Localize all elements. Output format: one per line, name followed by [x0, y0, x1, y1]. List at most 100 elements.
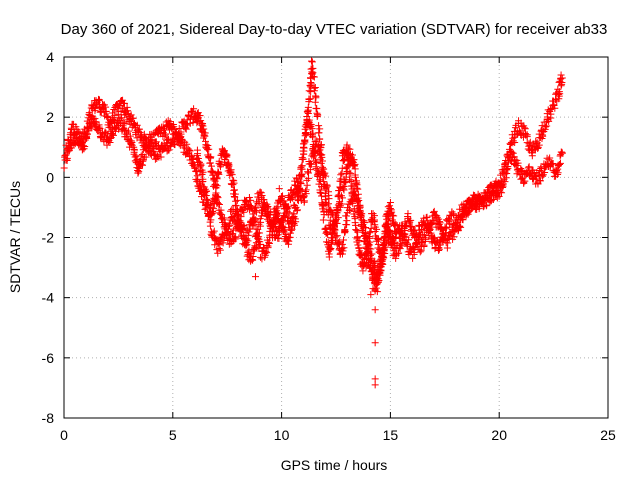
data-point: [217, 206, 225, 214]
data-point: [330, 231, 338, 239]
data-point: [257, 218, 265, 226]
data-point: [309, 140, 317, 148]
data-point: [275, 235, 283, 243]
data-point: [483, 201, 491, 209]
data-point: [355, 244, 363, 252]
data-point-outlier: [251, 273, 259, 281]
data-point: [199, 122, 207, 130]
data-point: [308, 160, 316, 168]
data-point: [249, 253, 257, 261]
data-point: [157, 153, 165, 161]
data-point: [285, 209, 293, 217]
data-point: [78, 136, 86, 144]
data-point: [546, 154, 554, 162]
data-point: [62, 151, 70, 159]
data-point: [558, 80, 566, 88]
data-point: [232, 197, 240, 205]
data-point: [525, 163, 533, 171]
data-point: [397, 242, 405, 250]
data-point: [314, 169, 322, 177]
data-point: [459, 216, 467, 224]
data-point: [225, 220, 233, 228]
data-point: [338, 200, 346, 208]
data-point: [63, 148, 71, 156]
data-point: [91, 115, 99, 123]
data-point: [83, 135, 91, 143]
data-point: [300, 193, 308, 201]
data-point: [374, 240, 382, 248]
data-point: [288, 225, 296, 233]
data-point: [315, 129, 323, 137]
data-point: [306, 166, 314, 174]
data-point: [307, 57, 315, 65]
data-point-outlier: [369, 285, 377, 293]
data-point: [254, 200, 262, 208]
data-point: [242, 236, 250, 244]
data-point: [269, 223, 277, 231]
data-point: [298, 156, 306, 164]
data-point: [327, 245, 335, 253]
data-point: [244, 248, 252, 256]
data-point: [393, 227, 401, 235]
data-point: [391, 221, 399, 229]
data-point: [390, 239, 398, 247]
data-point: [181, 144, 189, 152]
data-point: [336, 183, 344, 191]
data-point: [354, 202, 362, 210]
data-point: [558, 149, 566, 157]
data-point: [549, 159, 557, 167]
data-point: [375, 248, 383, 256]
data-point: [358, 210, 366, 218]
data-point: [294, 197, 302, 205]
data-point: [381, 230, 389, 238]
data-point: [67, 125, 75, 133]
y-axis-label: SDTVAR / TECUs: [7, 181, 23, 293]
data-point: [310, 84, 318, 92]
data-point: [274, 203, 282, 211]
data-point: [373, 225, 381, 233]
data-point-outlier: [367, 291, 375, 299]
data-point: [211, 196, 219, 204]
data-point: [271, 214, 279, 222]
data-point-outlier: [371, 306, 379, 314]
data-point: [520, 124, 528, 132]
data-point: [545, 156, 553, 164]
data-point: [340, 156, 348, 164]
data-point: [509, 149, 517, 157]
data-point: [135, 125, 143, 133]
data-point: [200, 125, 208, 133]
data-point: [304, 109, 312, 117]
data-point: [129, 114, 137, 122]
data-point: [316, 155, 324, 163]
data-point: [347, 169, 355, 177]
data-point: [353, 181, 361, 189]
data-point: [316, 125, 324, 133]
data-point: [265, 239, 273, 247]
data-point: [386, 198, 394, 206]
data-point: [503, 166, 511, 174]
data-point: [301, 138, 309, 146]
data-point: [263, 249, 271, 257]
data-point: [316, 188, 324, 196]
data-point: [539, 131, 547, 139]
data-point: [313, 159, 321, 167]
data-point: [364, 242, 372, 250]
data-point: [136, 128, 144, 136]
data-point: [376, 268, 384, 276]
data-point: [354, 198, 362, 206]
data-point: [263, 204, 271, 212]
data-point: [210, 204, 218, 212]
data-point: [256, 240, 264, 248]
data-point: [514, 159, 522, 167]
data-point: [137, 131, 145, 139]
data-point: [317, 192, 325, 200]
data-point: [340, 244, 348, 252]
data-point: [298, 162, 306, 170]
data-point: [231, 186, 239, 194]
data-point: [489, 195, 497, 203]
data-point: [319, 201, 327, 209]
data-point: [297, 180, 305, 188]
data-point: [201, 132, 209, 140]
data-point: [351, 165, 359, 173]
data-point: [343, 141, 351, 149]
